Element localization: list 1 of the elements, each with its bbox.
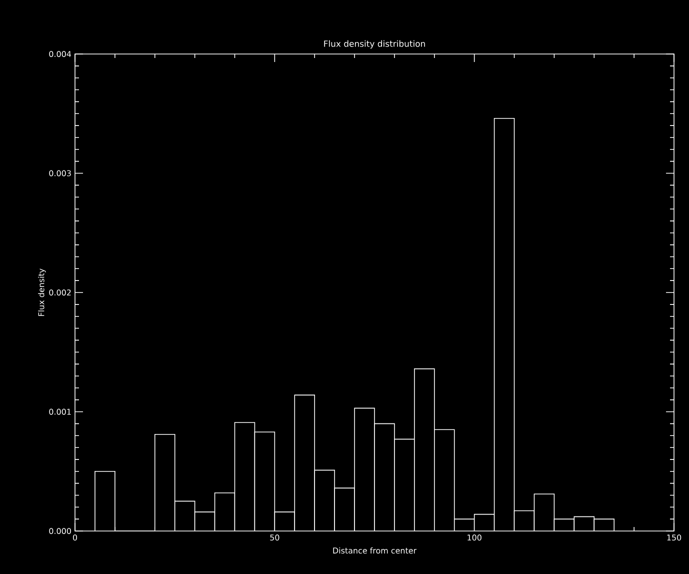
chart-title: Flux density distribution [324, 40, 425, 49]
